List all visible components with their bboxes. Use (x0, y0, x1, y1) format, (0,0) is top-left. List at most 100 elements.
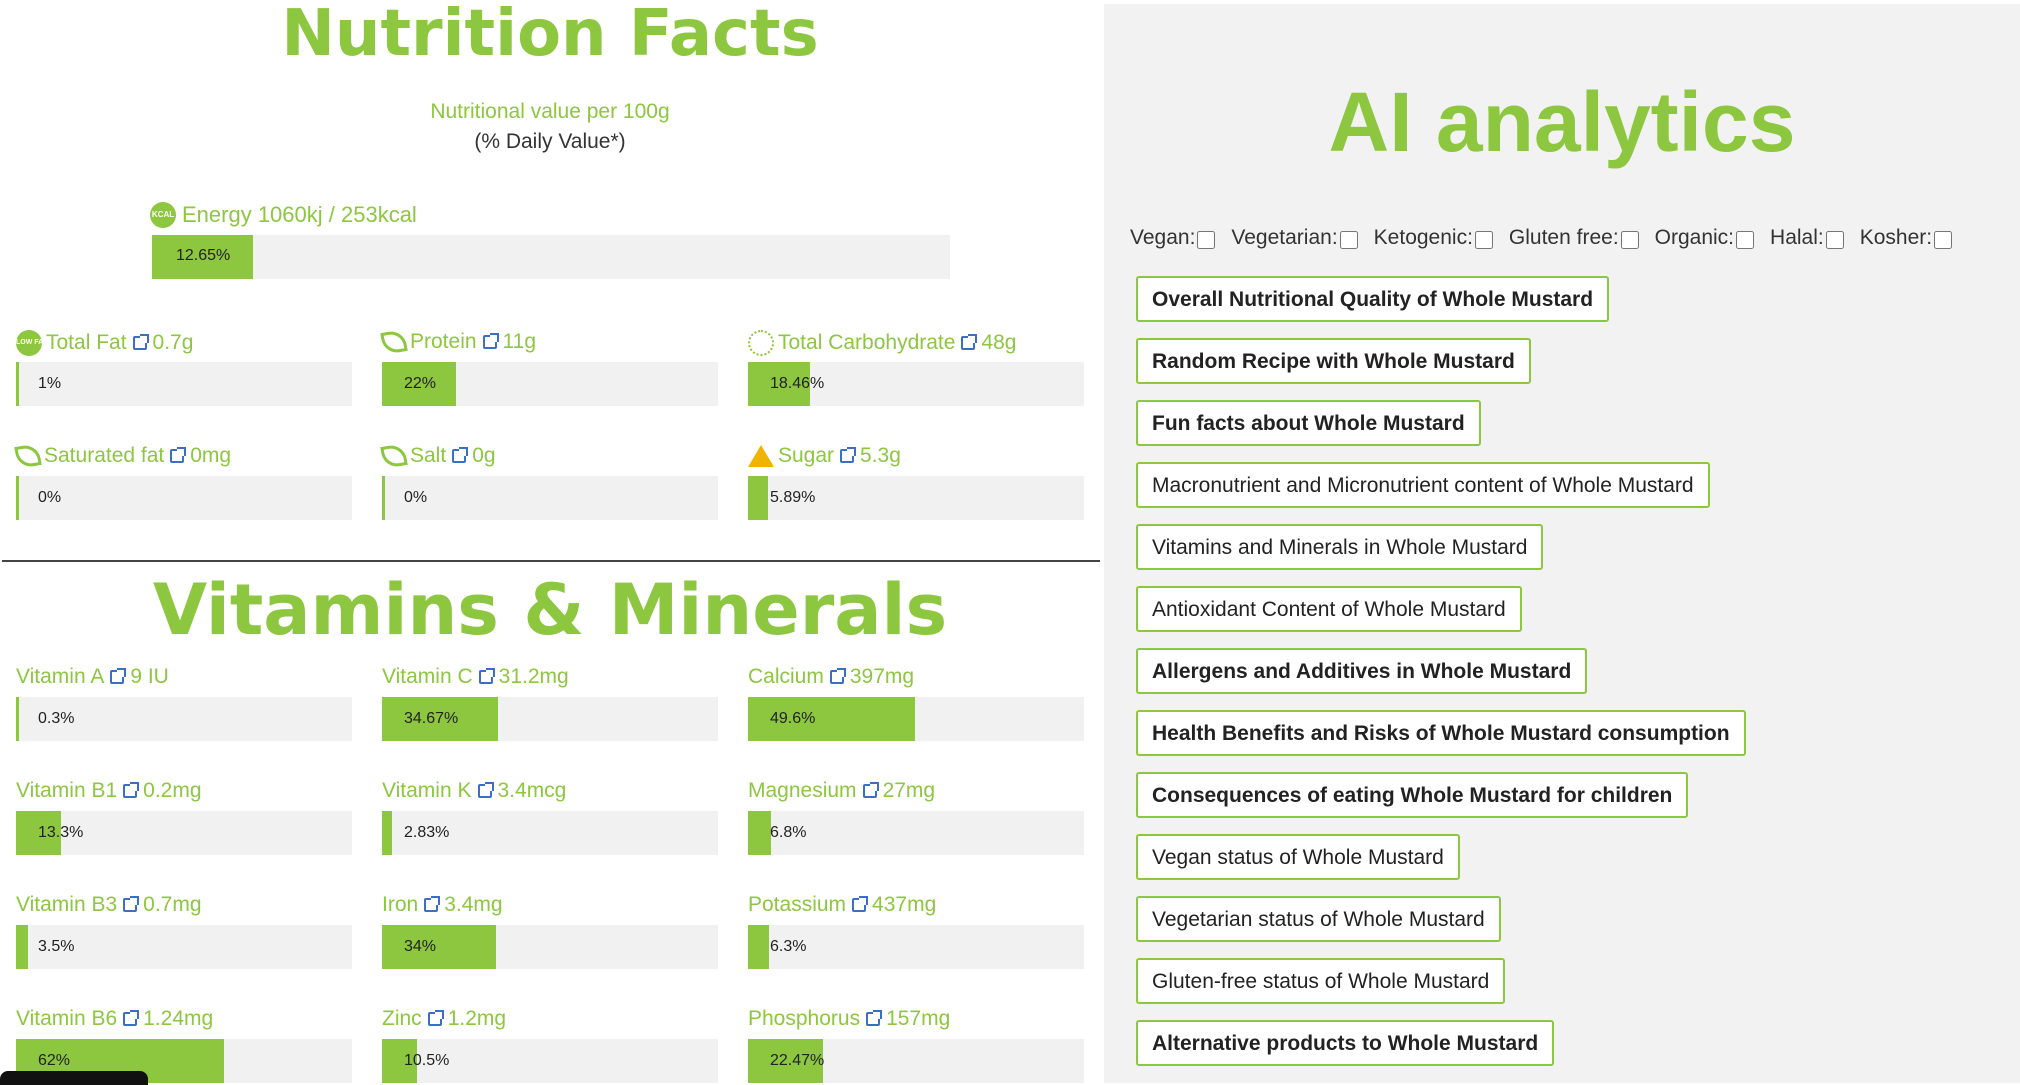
filter-label: Kosher: (1859, 226, 1933, 249)
grain-icon (748, 330, 774, 356)
nutrient-value: 3.4mg (444, 893, 503, 916)
filter-vegetarian[interactable]: Vegetarian: (1231, 226, 1358, 250)
nutrient-bar-fill (748, 1039, 824, 1083)
filter-checkbox[interactable] (1736, 231, 1755, 249)
external-link-icon[interactable] (829, 668, 846, 684)
external-link-icon[interactable] (424, 896, 441, 912)
ai-button-random-recipe-with-whole-mustard[interactable]: Random Recipe with Whole Mustard (1136, 338, 1531, 384)
nutrient-label: Saturated fat 0mg (14, 443, 231, 469)
nutrient-value: 157mg (886, 1007, 951, 1030)
nutrient-bar: 22% (382, 362, 718, 406)
filter-checkbox[interactable] (1934, 231, 1953, 249)
external-link-icon[interactable] (866, 1010, 883, 1026)
filter-label: Vegan: (1130, 226, 1196, 249)
filter-organic[interactable]: Organic: (1655, 226, 1755, 250)
filter-checkbox[interactable] (1339, 231, 1358, 249)
external-link-icon[interactable] (123, 1010, 140, 1026)
filter-checkbox[interactable] (1197, 231, 1216, 249)
ai-button-vitamins-and-minerals-in-whole-mustard[interactable]: Vitamins and Minerals in Whole Mustard (1136, 524, 1544, 570)
external-link-icon[interactable] (862, 782, 879, 798)
nutrient-name: Saturated fat (44, 444, 165, 467)
external-link-icon[interactable] (961, 334, 978, 350)
ai-button-macronutrient-and-micronutrient-content-of-whole-mustard[interactable]: Macronutrient and Micronutrient content … (1136, 462, 1710, 508)
nutrient-percent: 62% (38, 1052, 71, 1069)
nutrient-bar-fill (16, 811, 61, 855)
ai-button-health-benefits-and-risks-of-whole-mustard-consumption[interactable]: Health Benefits and Risks of Whole Musta… (1136, 710, 1746, 756)
ai-button-alternative-products-to-whole-mustard[interactable]: Alternative products to Whole Mustard (1136, 1020, 1555, 1066)
filter-kosher[interactable]: Kosher: (1859, 226, 1953, 250)
external-link-icon[interactable] (840, 447, 857, 463)
nutrient-label: Vitamin B6 1.24mg (16, 1007, 213, 1031)
external-link-icon[interactable] (170, 447, 187, 463)
nutrient-label: Magnesium 27mg (748, 779, 935, 803)
nutrient-bar: 34.67% (382, 697, 718, 741)
external-link-icon[interactable] (110, 668, 127, 684)
nutrient-bar-fill (382, 476, 385, 520)
external-link-icon[interactable] (132, 334, 149, 350)
ai-button-overall-nutritional-quality-of-whole-mustard[interactable]: Overall Nutritional Quality of Whole Mus… (1136, 276, 1610, 322)
nutrient-label: Protein 11g (380, 329, 536, 355)
nutrient-name: Vitamin B6 (16, 1007, 118, 1030)
nutrient-bar-fill (748, 362, 811, 406)
external-link-icon[interactable] (482, 333, 499, 349)
nutrient-bar-fill (16, 697, 19, 741)
nutrient-value: 0.7g (152, 331, 194, 354)
filter-checkbox[interactable] (1620, 231, 1639, 249)
nutrient-bar: 13.3% (16, 811, 352, 855)
external-link-icon[interactable] (123, 782, 140, 798)
nutrient-percent: 22.47% (770, 1052, 825, 1069)
nutrient-name: Total Carbohydrate (778, 331, 956, 354)
ai-button-vegan-status-of-whole-mustard[interactable]: Vegan status of Whole Mustard (1136, 834, 1460, 880)
filter-label: Gluten free: (1508, 226, 1619, 249)
external-link-icon[interactable] (427, 1010, 444, 1026)
external-link-icon[interactable] (452, 447, 469, 463)
ai-button-fun-facts-about-whole-mustard[interactable]: Fun facts about Whole Mustard (1136, 400, 1481, 446)
nutrient-percent: 34% (404, 938, 437, 955)
scrollbar-thumb[interactable] (0, 1071, 148, 1085)
nutrient-name: Vitamin B1 (16, 779, 118, 802)
nutrient-bar: 22.47% (748, 1039, 1084, 1083)
ai-button-allergens-and-additives-in-whole-mustard[interactable]: Allergens and Additives in Whole Mustard (1136, 648, 1588, 694)
filter-vegan[interactable]: Vegan: (1130, 226, 1216, 250)
nutrient-percent: 18.46% (770, 375, 825, 392)
nutrient-name: Calcium (748, 665, 824, 688)
nutrient-name: Vitamin B3 (16, 893, 118, 916)
nutrient-name: Protein (410, 330, 477, 353)
nutrient-bar-fill (748, 925, 770, 969)
nutrient-name: Salt (410, 444, 447, 467)
nutrient-bar-fill (382, 925, 497, 969)
nutrient-label: LOW FAT Total Fat 0.7g (16, 330, 193, 356)
filter-checkbox[interactable] (1474, 231, 1493, 249)
nutrient-bar-fill (16, 925, 28, 969)
nutrient-bar: 10.5% (382, 1039, 718, 1083)
nutrient-name: Vitamin A (16, 665, 105, 688)
nutrient-label: Total Carbohydrate 48g (748, 330, 1016, 356)
filter-ketogenic[interactable]: Ketogenic: (1374, 226, 1493, 250)
filter-halal[interactable]: Halal: (1770, 226, 1844, 250)
nutrient-percent: 1% (38, 375, 62, 392)
nutrient-value: 0.2mg (143, 779, 202, 802)
filter-gluten-free[interactable]: Gluten free: (1509, 226, 1639, 250)
nutrient-bar: 6.8% (748, 811, 1084, 855)
nutrient-bar: 0.3% (16, 697, 352, 741)
nutrient-bar-fill (748, 476, 768, 520)
external-link-icon[interactable] (123, 896, 140, 912)
nutrient-bar-fill (748, 811, 771, 855)
nutrient-bar: 49.6% (748, 697, 1084, 741)
nutrient-percent: 6.8% (770, 824, 807, 841)
ai-button-vegetarian-status-of-whole-mustard[interactable]: Vegetarian status of Whole Mustard (1136, 896, 1501, 942)
ai-button-gluten-free-status-of-whole-mustard[interactable]: Gluten-free status of Whole Mustard (1136, 958, 1506, 1004)
ai-analytics-panel: AI analytics Vegan: Vegetarian: Ketogenic:… (1104, 4, 2020, 1083)
nutrient-bar: 0% (16, 476, 352, 520)
external-link-icon[interactable] (477, 782, 494, 798)
ai-button-consequences-of-eating-whole-mustard-for-children[interactable]: Consequences of eating Whole Mustard for… (1136, 772, 1689, 818)
external-link-icon[interactable] (852, 896, 869, 912)
nutrient-name: Iron (382, 893, 419, 916)
nutrient-bar: 3.5% (16, 925, 352, 969)
nutrient-value: 5.3g (860, 444, 901, 467)
nutrient-value: 3.4mcg (497, 779, 567, 802)
external-link-icon[interactable] (478, 668, 495, 684)
nutrient-label: Phosphorus 157mg (748, 1007, 950, 1031)
filter-checkbox[interactable] (1825, 231, 1844, 249)
ai-button-antioxidant-content-of-whole-mustard[interactable]: Antioxidant Content of Whole Mustard (1136, 586, 1522, 632)
